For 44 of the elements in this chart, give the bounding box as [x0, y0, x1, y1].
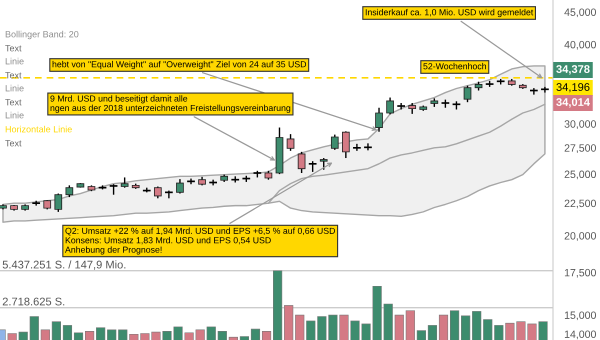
annotation: Insiderkauf ca. 1,0 Mio. USD wird gemeldet: [366, 8, 534, 18]
annotation: Linie: [6, 58, 24, 64]
y-tick-label: 25,000: [564, 170, 596, 180]
annotation: hebt von "Equal Weight" auf "Overweight" Ziel von 24 auf 35 USD: [52, 60, 306, 70]
ref-line-label: 2.718.625 S.: [2, 298, 64, 306]
candlestick: [108, 184, 118, 196]
candlestick: [66, 184, 74, 198]
annotation: Bollinger Band: 20: [6, 30, 78, 40]
candlestick: [154, 186, 162, 199]
annotation: Q2: Umsatz +22 % auf 1,94 Mrd. USD und EPS +6,5 % auf 0,66 USD Konsens: Umsatz 1,83 Mrd. USD und EPS 0,54 USD Anhebung der Prognose!: [65, 227, 335, 255]
candlestick: [330, 134, 339, 151]
annotation: Text: [5, 140, 22, 146]
y-tick-label: 45,000: [564, 8, 596, 18]
y-tick-label: 22,500: [564, 200, 596, 208]
candlestick: [120, 176, 128, 188]
annotation: 9 Mrd. USD und beseitigt damit alle ngen aus der 2018 unterzeichneten Freistellungsvereinbarung: [50, 95, 290, 113]
annotation: Text: [5, 99, 22, 106]
candlestick: [342, 130, 350, 159]
candlestick: [43, 199, 52, 210]
y-tick-label: 20,000: [564, 232, 596, 241]
y-tick-label: 15,000: [564, 311, 596, 320]
y-tick-label: 27,500: [564, 144, 596, 153]
y-tick-label: 17,500: [564, 268, 596, 278]
y-tick-label: 14,000: [564, 330, 596, 340]
y-tick-label: 40,000: [564, 40, 596, 50]
ref-line-label: 5.437.251 S. / 147,9 Mio.: [2, 260, 126, 270]
text: 34,014: [556, 98, 590, 108]
annotation: Text: [5, 45, 22, 52]
candlestick: [286, 133, 294, 152]
candlestick: [464, 84, 472, 103]
annotation: Linie: [6, 84, 24, 92]
candlestick: [164, 190, 174, 199]
y-tick-label: 30,000: [564, 120, 596, 129]
candlestick: [298, 151, 306, 174]
annotation: Text: [5, 72, 22, 78]
text: 34,378: [556, 65, 590, 75]
candlestick: [408, 102, 416, 115]
annotation: Linie: [6, 112, 24, 118]
annotation: 52-Wochenhoch: [423, 62, 486, 70]
text: 34,196: [556, 83, 590, 92]
candlestick: [176, 178, 184, 194]
candlestick: [386, 96, 394, 116]
candlestick: [54, 192, 62, 213]
annotation: Horizontale Linie: [6, 126, 72, 132]
